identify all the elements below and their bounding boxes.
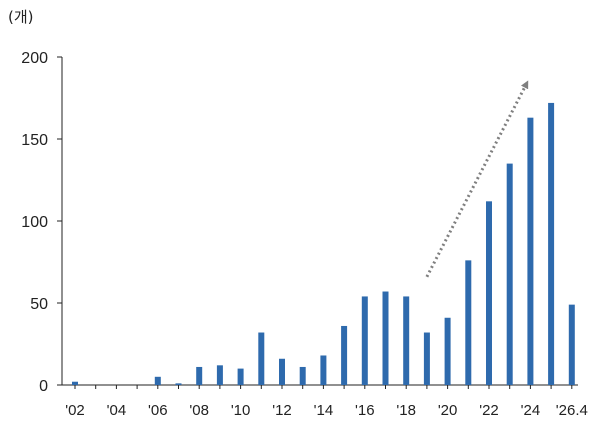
bar: [527, 117, 534, 386]
x-tick-label: '20: [438, 402, 458, 419]
bar: [486, 201, 492, 385]
x-tick-label: '02: [65, 402, 85, 419]
bar: [506, 163, 513, 385]
bar: [258, 332, 265, 385]
bar: [154, 376, 161, 385]
bar: [196, 366, 203, 385]
bar: [237, 368, 244, 385]
x-tick-label: '26.4: [556, 402, 588, 419]
bar: [216, 365, 223, 385]
bar: [444, 317, 451, 385]
bar: [279, 358, 285, 385]
x-tick-label: '12: [272, 402, 292, 419]
bar: [72, 381, 78, 385]
unit-label: (개): [8, 8, 34, 26]
x-tick-label: '18: [396, 402, 416, 419]
bar: [299, 366, 306, 385]
bar: [361, 296, 368, 385]
x-tick-label: '06: [148, 402, 168, 419]
x-tick-label: '24: [521, 402, 541, 419]
x-axis: '02 '04 '06 '08 '10 '12 '14 '16 '18 '20 '22 '24 '26.…: [62, 384, 588, 419]
bar: [423, 332, 430, 385]
y-tick-label: 150: [21, 132, 48, 149]
y-axis: 0 50 100 150 200: [21, 50, 63, 395]
y-tick-label: 100: [21, 214, 48, 231]
bar: [175, 383, 182, 385]
x-tick-label: '16: [355, 402, 375, 419]
x-tick-label: '04: [107, 402, 127, 419]
x-tick-label: '14: [314, 402, 334, 419]
bar: [568, 304, 575, 385]
y-tick-label: 200: [21, 50, 48, 67]
bar: [548, 102, 555, 386]
x-tick-label: '10: [231, 402, 251, 419]
trend-arrow: [425, 80, 529, 278]
bar: [465, 260, 472, 385]
bars: [72, 102, 575, 386]
bar: [382, 291, 389, 385]
trend-annotation: [425, 80, 529, 278]
y-tick-label: 0: [39, 378, 48, 395]
bar: [320, 355, 327, 385]
x-tick-label: '08: [189, 402, 209, 419]
bar: [341, 325, 348, 385]
bar: [403, 296, 410, 385]
x-tick-label: '22: [479, 402, 499, 419]
y-tick-label: 50: [30, 296, 48, 313]
